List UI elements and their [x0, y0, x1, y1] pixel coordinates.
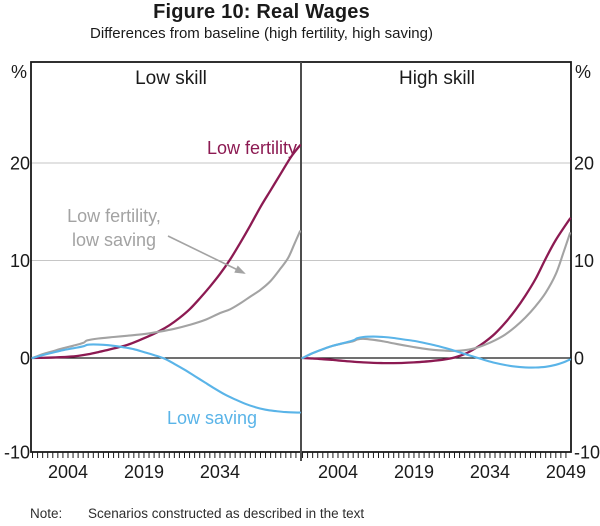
y-tick-label-right: 0 — [574, 349, 584, 369]
panel-title-high-skill: High skill — [398, 68, 476, 89]
series-label-line1: Low fertility, — [67, 206, 161, 226]
annotation-arrow — [167, 235, 246, 274]
chart-subtitle: Differences from baseline (high fertilit… — [90, 25, 433, 42]
x-tick-label: 2019 — [124, 462, 164, 482]
series-label-line2: low saving — [71, 230, 157, 250]
series-low_fertility_low_saving-panel0 — [31, 230, 302, 360]
series-label-low-saving: Low saving — [166, 408, 258, 428]
series-label-low-fertility-low-saving: Low fertility, low saving — [40, 204, 188, 252]
y-tick-label-right: 10 — [574, 251, 594, 271]
x-tick-label: 2019 — [394, 462, 434, 482]
series-low_saving-panel0 — [31, 343, 302, 414]
y-tick-label-left: 20 — [10, 154, 30, 174]
x-tick-label: 2004 — [318, 462, 358, 482]
y-axis-unit-left: % — [11, 62, 28, 82]
x-tick-label: 2034 — [200, 462, 240, 482]
note-label: Note: — [30, 506, 63, 521]
series-label-low-fertility: Low fertility — [206, 138, 297, 158]
series-low_saving-panel1 — [301, 335, 572, 369]
y-axis-unit-right: % — [575, 62, 592, 82]
y-tick-label-right: 20 — [574, 154, 594, 174]
note-text: Scenarios constructed as described in th… — [88, 506, 365, 521]
y-tick-label-right: -10 — [574, 443, 600, 463]
y-tick-label-left: -10 — [4, 443, 30, 463]
panel-title-low-skill: Low skill — [135, 68, 207, 89]
x-tick-label: 2034 — [470, 462, 510, 482]
y-tick-label-left: 0 — [20, 349, 30, 369]
x-tick-label: 2004 — [48, 462, 88, 482]
series-low_fertility-panel0 — [31, 144, 302, 360]
chart-title: Figure 10: Real Wages — [153, 1, 370, 23]
series-low_fertility-panel1 — [301, 217, 572, 365]
x-tick-label: 2049 — [546, 462, 586, 482]
y-tick-label-left: 10 — [10, 251, 30, 271]
series-low_fertility_low_saving-panel1 — [301, 232, 572, 360]
